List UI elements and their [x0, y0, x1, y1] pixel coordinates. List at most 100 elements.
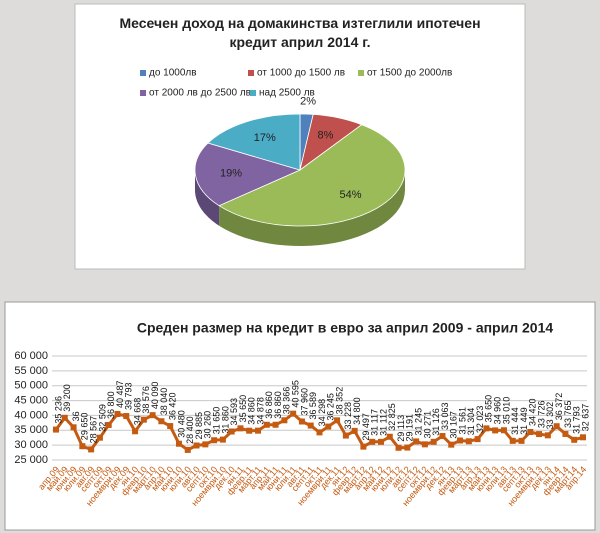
point-marker [237, 425, 244, 432]
point-marker [193, 442, 200, 449]
data-label: 32 825 [387, 403, 397, 431]
y-tick-label: 50 000 [14, 380, 48, 392]
legend-swatch [140, 70, 146, 76]
point-marker [272, 421, 279, 428]
data-label: 33 302 [545, 402, 555, 430]
point-marker [465, 438, 472, 445]
data-label: 34 298 [317, 399, 327, 427]
pie-label: 17% [254, 132, 276, 144]
point-marker [149, 412, 156, 419]
data-label: 33 228 [343, 402, 353, 430]
legend-label: от 1000 до 1500 лв [257, 68, 345, 79]
data-label: 31 126 [431, 408, 441, 436]
data-label: 35 650 [484, 395, 494, 423]
point-marker [386, 433, 393, 440]
data-label: 33 063 [440, 403, 450, 431]
point-marker [457, 437, 464, 444]
data-label: 29 650 [80, 413, 90, 441]
point-marker [404, 444, 411, 451]
data-label: 29 191 [405, 414, 415, 442]
point-marker [369, 438, 376, 445]
point-marker [377, 438, 384, 445]
point-marker [492, 427, 499, 434]
data-label: 29 885 [194, 412, 204, 440]
pie-side [195, 170, 220, 226]
point-marker [360, 443, 367, 450]
data-label: 31 444 [510, 407, 520, 435]
data-label: 32 509 [97, 404, 107, 432]
data-label: 31 561 [457, 407, 467, 435]
point-marker [202, 441, 209, 448]
point-marker [571, 436, 578, 443]
data-label: 34 668 [132, 398, 142, 426]
point-marker [553, 423, 560, 430]
data-label: 32 023 [475, 406, 485, 434]
data-label: 30 260 [203, 411, 213, 439]
data-label: 28 567 [89, 416, 99, 444]
y-tick-label: 35 000 [14, 424, 48, 436]
data-label: 31 112 [378, 409, 388, 436]
data-label: 36 860 [264, 391, 274, 419]
point-marker [413, 438, 420, 445]
data-label: 40 595 [291, 380, 301, 408]
point-marker [184, 446, 191, 453]
point-marker [527, 429, 534, 436]
data-label: 39 793 [124, 383, 134, 411]
point-marker [219, 436, 226, 443]
data-label: 36 800 [106, 391, 116, 419]
legend-swatch [140, 90, 146, 96]
data-label: 29 497 [361, 413, 371, 441]
data-label: 36 [71, 411, 81, 421]
line-title: Среден размер на кредит в евро за април … [137, 320, 554, 336]
point-marker [580, 434, 586, 441]
y-tick-label: 25 000 [14, 454, 48, 466]
data-label: 34 878 [255, 397, 265, 425]
data-label: 31 650 [211, 407, 221, 435]
data-label: 34 960 [493, 397, 503, 425]
point-marker [246, 427, 253, 434]
data-label: 38 576 [141, 386, 151, 414]
pie-label: 8% [318, 130, 334, 142]
point-marker [140, 416, 147, 423]
point-marker [316, 429, 323, 436]
point-marker [105, 421, 112, 428]
point-marker [325, 423, 332, 430]
point-marker [518, 437, 525, 444]
legend-swatch [248, 70, 254, 76]
y-tick-label: 30 000 [14, 439, 48, 451]
data-label: 36 420 [168, 393, 178, 421]
pie-label: 19% [220, 167, 242, 179]
data-label: 30 167 [449, 411, 459, 439]
data-label: 28 400 [185, 416, 195, 444]
data-label: 31 245 [413, 408, 423, 436]
point-marker [263, 421, 270, 428]
legend-label: до 1000лв [149, 68, 197, 79]
y-tick-label: 40 000 [14, 409, 48, 421]
legend-label: над 2500 лв [259, 88, 315, 99]
point-marker [474, 436, 481, 443]
point-marker [53, 426, 59, 433]
data-label: 36 860 [273, 391, 283, 419]
point-marker [342, 432, 349, 439]
data-label: 36 372 [554, 393, 564, 421]
point-marker [167, 423, 174, 430]
pie-title: Месечен доход на домакинства изтеглили и… [119, 15, 481, 50]
point-marker [61, 414, 68, 421]
pie-label: 54% [340, 189, 362, 201]
data-label: 32 637 [580, 404, 590, 432]
point-marker [421, 441, 428, 448]
legend-label: от 1500 до 2000лв [367, 68, 452, 79]
point-marker [96, 434, 103, 441]
point-marker [88, 446, 95, 453]
point-marker [544, 432, 551, 439]
data-label: 38 352 [334, 387, 344, 415]
data-label: 36 589 [308, 392, 318, 420]
point-marker [298, 418, 305, 425]
data-label: 30 271 [422, 411, 432, 439]
legend-swatch [250, 90, 256, 96]
data-label: 31 117 [370, 409, 380, 436]
point-marker [500, 427, 507, 434]
data-label: 35 236 [53, 396, 63, 424]
point-marker [114, 410, 121, 417]
